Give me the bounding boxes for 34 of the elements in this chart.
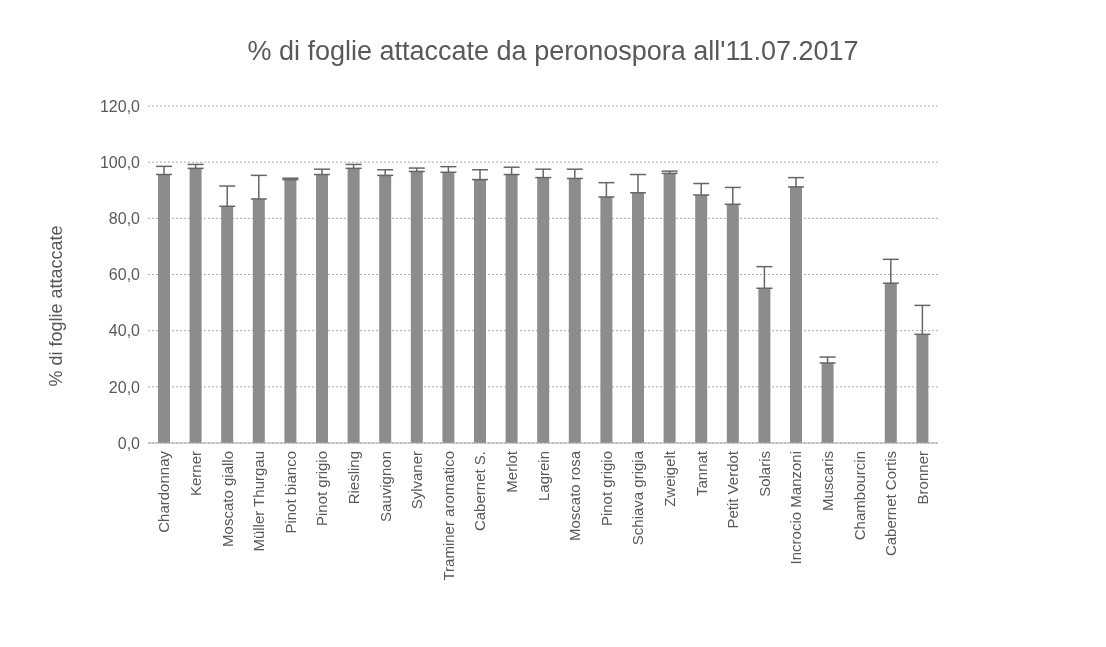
x-tick-label: Müller Thurgau	[250, 451, 268, 552]
x-tick-label: Kerner	[187, 451, 205, 497]
x-tick-label: Pinot bianco	[281, 451, 299, 534]
x-tick-label: Lagrein	[534, 451, 552, 502]
x-tick-label: Chardonnay	[155, 450, 173, 533]
x-tick-label: Schiava grigia	[629, 450, 647, 546]
x-tick-label: Muscaris	[819, 451, 837, 512]
x-tick-label: Cabernet S.	[471, 451, 489, 532]
x-tick-label: Pinot grigio	[313, 451, 331, 527]
x-tick-label: Sylvaner	[408, 451, 426, 510]
x-tick-label: Zweigelt	[661, 450, 679, 507]
x-tick-label: Tannat	[692, 450, 710, 497]
x-tick-label: Riesling	[345, 451, 363, 505]
y-axis-title: % di foglie attaccate	[45, 225, 67, 387]
x-tick-label: Cabernet Cortis	[882, 451, 900, 557]
x-tick-label: Sauvignon	[376, 451, 394, 522]
y-tick-label: 0,0	[117, 434, 141, 452]
x-tick-label: Petit Verdot	[724, 450, 742, 529]
x-tick-label: Pinot grigio	[597, 451, 615, 527]
y-tick-label: 20,0	[108, 378, 141, 396]
y-tick-label: 40,0	[108, 322, 141, 340]
x-tick-label: Solaris	[755, 451, 773, 497]
x-tick-label: Moscato giallo	[218, 451, 236, 547]
y-tick-label: 80,0	[108, 210, 141, 228]
y-tick-label: 120,0	[99, 97, 141, 115]
x-tick-label: Moscato rosa	[566, 450, 584, 542]
y-tick-label: 60,0	[108, 266, 141, 284]
chart-title: % di foglie attaccate da peronospora all'11.07.2017	[246, 36, 860, 67]
x-tick-label: Bronner	[913, 451, 931, 505]
x-tick-label: Incrocio Manzoni	[787, 451, 805, 565]
x-tick-label: Traminer aromatico	[439, 451, 457, 581]
y-tick-label: 100,0	[99, 153, 141, 171]
x-tick-label: Merlot	[503, 450, 521, 493]
x-tick-label: Chambourcin	[850, 451, 868, 541]
